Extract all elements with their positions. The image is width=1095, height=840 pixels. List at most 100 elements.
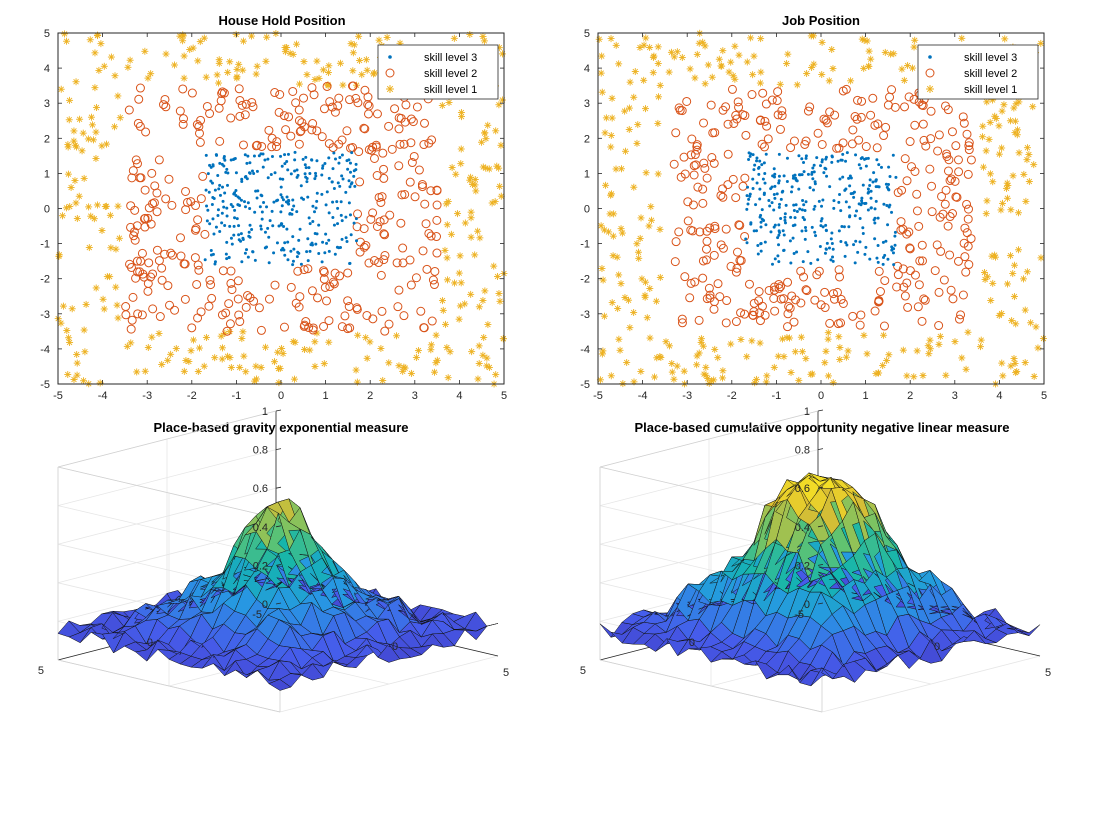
skill-level-3-point [759,225,763,229]
skill-level-3-point [782,249,786,253]
skill-level-3-point [239,198,243,202]
skill-level-1-point [640,41,648,49]
skill-level-3-point [208,222,212,226]
skill-level-2-point [898,224,908,234]
skill-level-1-point [240,352,248,360]
y-tick-label: -2 [580,274,590,286]
skill-level-3-point [232,224,236,228]
skill-level-1-point [1009,270,1017,278]
skill-level-3-point [795,210,799,214]
skill-level-3-point [291,259,295,263]
skill-level-3-point [887,182,891,186]
skill-level-1-point [630,93,638,101]
x-tick-label: 5 [501,390,507,402]
skill-level-3-point [759,249,763,253]
skill-level-2-point [411,273,421,283]
skill-level-1-point [456,252,464,260]
skill-level-3-point [267,235,271,239]
skill-level-3-point [793,223,797,227]
skill-level-2-point [740,309,750,319]
skill-level-2-point [353,209,363,219]
skill-level-2-point [385,210,395,220]
skill-level-2-point [217,87,227,97]
skill-level-2-point [926,134,936,144]
skill-level-1-point [898,65,906,73]
skill-level-3-point [777,223,781,227]
skill-level-3-point [285,195,289,199]
skill-level-3-point [210,181,214,185]
skill-level-1-point [836,344,844,352]
skill-level-1-point [976,343,984,351]
skill-level-1-point [646,43,654,51]
skill-level-1-point [257,363,265,371]
skill-level-2-point [796,298,806,308]
x-tick-label: 0 [278,390,284,402]
skill-level-1-point [735,51,743,59]
skill-level-3-point [332,151,336,155]
skill-level-1-point [70,376,78,384]
skill-level-2-point [687,134,697,144]
skill-level-1-point [650,52,658,60]
skill-level-1-point [114,202,122,210]
skill-level-1-point [1012,320,1020,328]
skill-level-3-point [225,167,229,171]
skill-level-3-point [314,171,318,175]
skill-level-1-point [802,355,810,363]
skill-level-3-point [220,221,224,225]
skill-level-3-point [236,203,240,207]
skill-level-1-point [124,63,132,71]
skill-level-3-point [831,255,835,259]
skill-level-3-point [212,232,216,236]
skill-level-3-point [859,203,863,207]
skill-level-2-point [943,221,953,231]
skill-level-1-point [144,74,152,82]
skill-level-2-point [334,93,344,103]
skill-level-2-point [799,272,809,282]
job-legend[interactable]: skill level 3 skill level 2 skill level … [917,44,1039,100]
skill-level-2-point [964,141,974,151]
skill-level-1-point [158,360,166,368]
skill-level-1-point [61,30,69,38]
skill-level-1-point [86,36,94,44]
skill-level-2-point [376,270,386,280]
skill-level-3-point [212,197,216,201]
skill-level-2-point [359,123,369,133]
skill-level-2-point [121,302,131,312]
skill-level-1-point [715,55,723,63]
skill-level-2-point [221,308,231,318]
skill-level-1-point [64,170,72,178]
skill-level-2-point [432,200,442,210]
skill-level-3-point [764,223,768,227]
skill-level-3-point [863,252,867,256]
skill-level-1-point [481,287,489,295]
skill-level-2-point [170,305,180,315]
skill-level-3-point [291,235,295,239]
skill-level-3-point [270,154,274,158]
skill-level-2-point [927,181,937,191]
skill-level-2-point [783,309,793,319]
skill-level-1-point [979,122,987,130]
skill-level-2-point [682,96,692,106]
skill-level-1-point [701,80,709,88]
skill-level-1-point [865,47,873,55]
household-legend[interactable]: skill level 3 skill level 2 skill level … [377,44,499,100]
skill-level-1-point [700,370,708,378]
skill-level-3-point [803,237,807,241]
skill-level-1-point [654,60,662,68]
skill-level-3-point [744,237,748,241]
skill-level-3-point [769,230,773,234]
skill-level-1-point [617,280,625,288]
skill-level-2-point [686,150,696,160]
skill-level-1-point [127,339,135,347]
skill-level-3-point [777,233,781,237]
skill-level-2-point [379,229,389,239]
skill-level-1-point [1029,103,1037,111]
skill-level-3-point [263,230,267,234]
skill-level-1-point [186,46,194,54]
skill-level-1-point [654,43,662,51]
skill-level-1-point [456,302,464,310]
skill-level-2-point [360,85,370,95]
skill-level-1-point [756,339,764,347]
skill-level-3-point [223,191,227,195]
skill-level-3-point [263,158,267,162]
